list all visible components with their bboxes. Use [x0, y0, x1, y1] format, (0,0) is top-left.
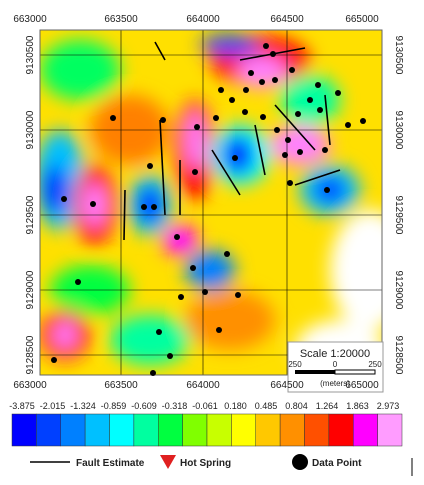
color-bin: [231, 413, 256, 447]
color-scale-label: -3.875: [9, 401, 35, 411]
scale-tick: 0: [333, 360, 338, 369]
y-coord-label: 9130500: [393, 36, 404, 75]
color-scale-label: 0.180: [224, 401, 247, 411]
color-bin: [206, 413, 232, 447]
color-bin: [255, 413, 281, 447]
color-scale-label: -0.859: [101, 401, 127, 411]
anomaly-field: [40, 30, 382, 375]
y-coord-label: 9128500: [393, 336, 404, 375]
legend-label: Data Point: [312, 458, 362, 469]
y-coord-label: 9130500: [25, 35, 36, 74]
legend-label: Hot Spring: [180, 458, 231, 469]
color-bin: [36, 413, 61, 447]
color-bin: [182, 413, 208, 447]
color-bin: [158, 413, 183, 447]
color-bin: [11, 413, 37, 447]
y-coord-label: 9129500: [393, 196, 404, 235]
color-bin: [279, 413, 305, 447]
data-points: [51, 43, 366, 376]
color-bin: [60, 413, 86, 447]
scale-unit: (meters): [320, 379, 350, 388]
legend-label: Fault Estimate: [76, 458, 145, 469]
color-scale-label: 0.485: [255, 401, 278, 411]
x-coord-label: 664000: [186, 380, 220, 391]
x-coord-label: 663500: [104, 14, 138, 25]
color-scale-label: 1.264: [316, 401, 339, 411]
color-scale-label: -2.015: [40, 401, 66, 411]
color-bin: [133, 413, 159, 447]
color-scale-label: -0.061: [192, 401, 218, 411]
color-bin: [84, 413, 110, 447]
y-coord-label: 9128500: [25, 335, 36, 374]
x-coord-label: 663000: [13, 380, 47, 391]
y-coord-label: 9129000: [25, 270, 36, 309]
x-coord-label: 664500: [270, 14, 304, 25]
y-coord-label: 9130000: [25, 110, 36, 149]
scale-bar: [287, 341, 384, 393]
color-scale-label: -1.324: [70, 401, 96, 411]
color-scale-label: -0.318: [162, 401, 188, 411]
color-scale-label: 1.863: [346, 401, 369, 411]
y-coord-label: 9130000: [393, 111, 404, 150]
map-frame: [39, 29, 383, 376]
color-bin: [304, 413, 330, 447]
x-coord-label: 664500: [270, 380, 304, 391]
x-coord-label: 665000: [345, 14, 379, 25]
fault-lines: [123, 41, 341, 241]
y-coord-label: 9129500: [25, 195, 36, 234]
color-bin: [353, 413, 378, 447]
scale-tick: 250: [368, 360, 382, 369]
x-coord-label: 663500: [104, 380, 138, 391]
scale-title: Scale 1:20000: [300, 348, 370, 360]
legend-symbols: [30, 454, 308, 470]
color-scale-label: 0.804: [285, 401, 308, 411]
scale-tick: 250: [288, 360, 302, 369]
color-bin: [109, 413, 135, 447]
y-coord-label: 9129000: [393, 271, 404, 310]
x-coord-label: 665000: [345, 380, 379, 391]
color-bin: [377, 413, 403, 447]
color-scale-label: -0.609: [131, 401, 157, 411]
color-bin: [328, 413, 354, 447]
x-coord-label: 663000: [13, 14, 47, 25]
color-scale-label: 2.973: [377, 401, 400, 411]
x-coord-label: 664000: [186, 14, 220, 25]
